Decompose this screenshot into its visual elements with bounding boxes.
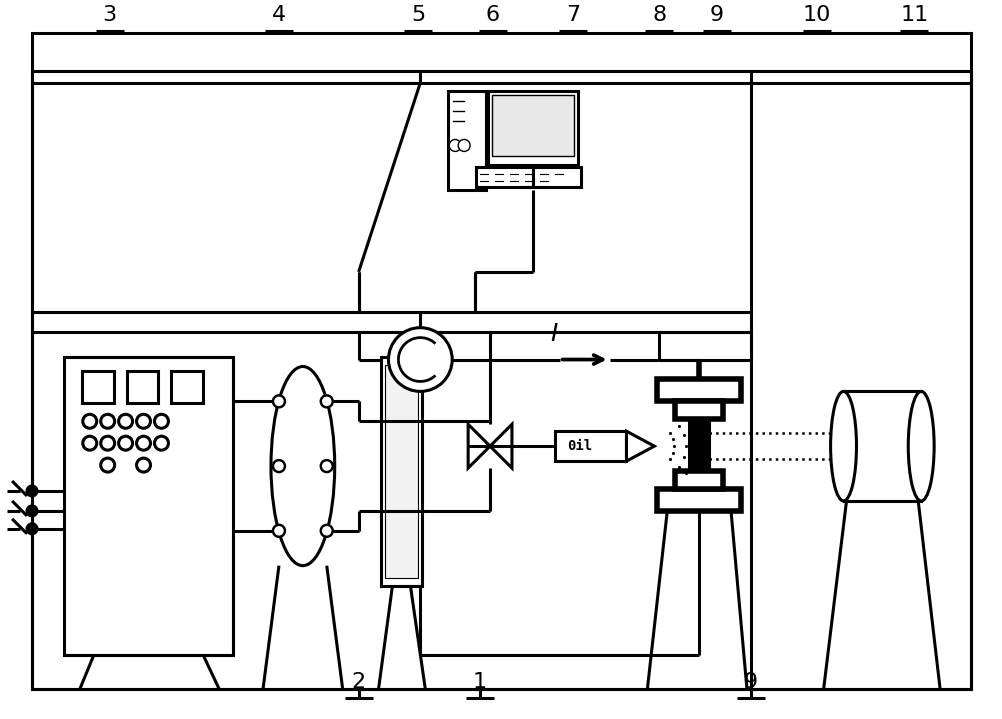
Circle shape (154, 414, 168, 429)
Bar (64, 357, 232, 655)
Ellipse shape (908, 391, 933, 501)
Bar (843, 391, 920, 501)
Text: 5: 5 (411, 5, 425, 25)
Circle shape (100, 458, 114, 472)
Circle shape (136, 414, 150, 429)
Bar (688, 421, 708, 471)
Text: 8: 8 (651, 5, 665, 25)
Text: 4: 4 (272, 5, 286, 25)
Bar (674, 401, 722, 419)
Circle shape (154, 436, 168, 450)
Text: 11: 11 (899, 5, 928, 25)
Polygon shape (626, 431, 653, 461)
Circle shape (27, 524, 37, 533)
Circle shape (273, 525, 285, 537)
Bar (171, 372, 203, 403)
Ellipse shape (830, 391, 856, 501)
Circle shape (136, 436, 150, 450)
Circle shape (273, 395, 285, 408)
Bar (384, 365, 418, 577)
Circle shape (321, 525, 333, 537)
Text: 3: 3 (102, 5, 116, 25)
Text: 9: 9 (743, 672, 758, 692)
Text: 7: 7 (565, 5, 579, 25)
Bar (448, 91, 486, 191)
Bar (492, 95, 573, 157)
Text: $I$: $I$ (549, 321, 558, 346)
Text: 9: 9 (709, 5, 723, 25)
Circle shape (273, 460, 285, 472)
Circle shape (83, 414, 96, 429)
Circle shape (458, 139, 470, 152)
Ellipse shape (271, 367, 335, 566)
Text: 0il: 0il (566, 439, 591, 453)
Circle shape (136, 458, 150, 472)
Circle shape (118, 414, 132, 429)
Polygon shape (468, 424, 490, 468)
Text: 10: 10 (802, 5, 830, 25)
Bar (656, 380, 740, 401)
Bar (656, 489, 740, 511)
Bar (554, 431, 626, 461)
Polygon shape (490, 424, 511, 468)
Text: 1: 1 (473, 672, 487, 692)
Circle shape (27, 506, 37, 516)
Bar (126, 372, 158, 403)
Bar (476, 168, 580, 187)
Circle shape (100, 414, 114, 429)
Bar (82, 372, 113, 403)
Circle shape (321, 460, 333, 472)
Circle shape (100, 436, 114, 450)
Bar (380, 357, 422, 585)
Bar (488, 91, 577, 165)
Circle shape (83, 436, 96, 450)
Circle shape (388, 328, 452, 391)
Bar (674, 471, 722, 489)
Circle shape (321, 395, 333, 408)
Circle shape (118, 436, 132, 450)
Text: 6: 6 (486, 5, 500, 25)
Circle shape (449, 139, 461, 152)
Text: 2: 2 (351, 672, 366, 692)
Circle shape (27, 486, 37, 496)
